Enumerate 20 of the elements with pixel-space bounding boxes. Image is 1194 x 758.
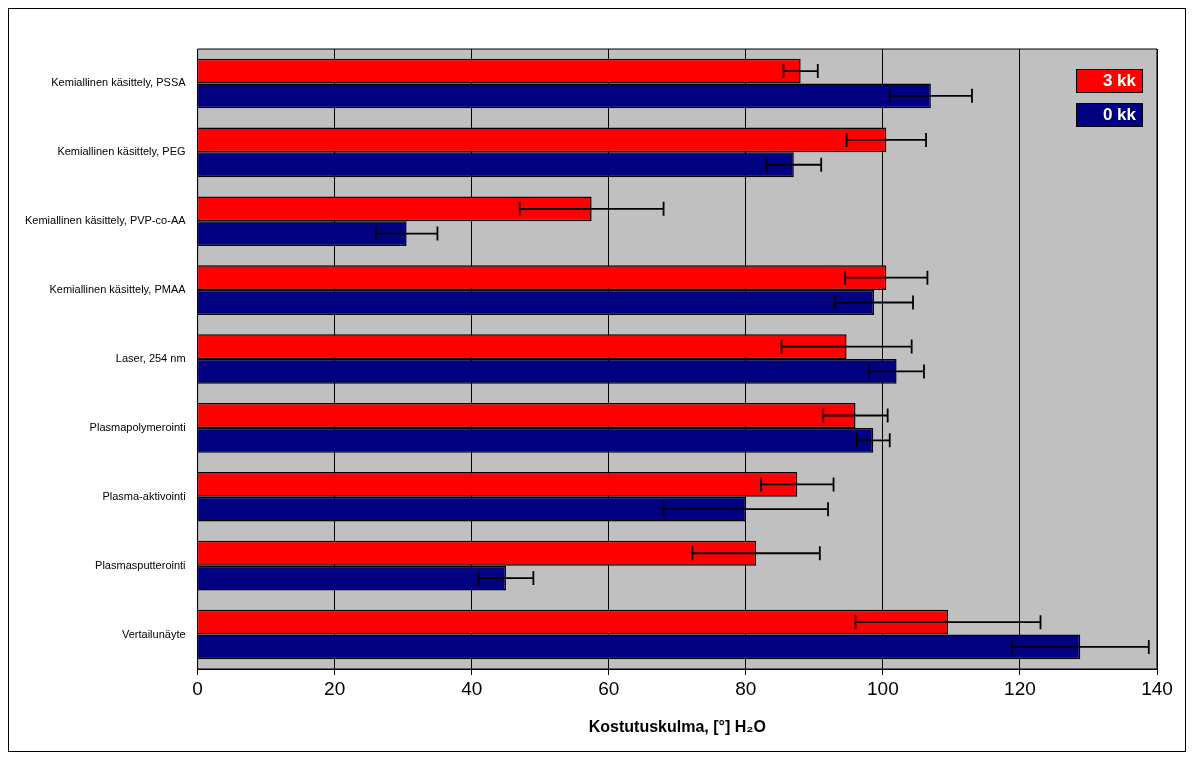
x-tick-label: 0: [192, 677, 203, 699]
x-tick-label: 120: [1004, 677, 1036, 699]
legend-label: 3 kk: [1102, 69, 1143, 93]
y-tick-label: Kemiallinen käsittely, PVP-co-AA: [24, 214, 187, 227]
y-tick-label: Plasmasputterointi: [95, 558, 186, 571]
legend-label: 0 kk: [1102, 103, 1143, 127]
x-tick-label: 100: [867, 677, 899, 699]
x-tick-label: 60: [598, 677, 620, 699]
x-tick-label: 80: [735, 677, 757, 699]
y-tick-label: Kemiallinen käsittely, PEG: [57, 145, 186, 158]
y-tick-label: Kemiallinen käsittely, PSSA: [51, 76, 187, 89]
y-tick-label: Plasmapolymerointi: [89, 420, 186, 433]
y-tick-label: Laser, 254 nm: [115, 352, 186, 365]
y-tick-label: Kemiallinen käsittely, PMAA: [49, 283, 187, 296]
y-tick-label: Plasma-aktivointi: [102, 489, 186, 502]
x-axis-title: Kostutuskulma, [°] H₂O: [588, 717, 766, 735]
y-tick-label: Vertailunäyte: [121, 627, 186, 640]
x-tick-label: 40: [461, 677, 483, 699]
x-tick-label: 140: [1141, 677, 1173, 699]
x-tick-label: 20: [324, 677, 346, 699]
